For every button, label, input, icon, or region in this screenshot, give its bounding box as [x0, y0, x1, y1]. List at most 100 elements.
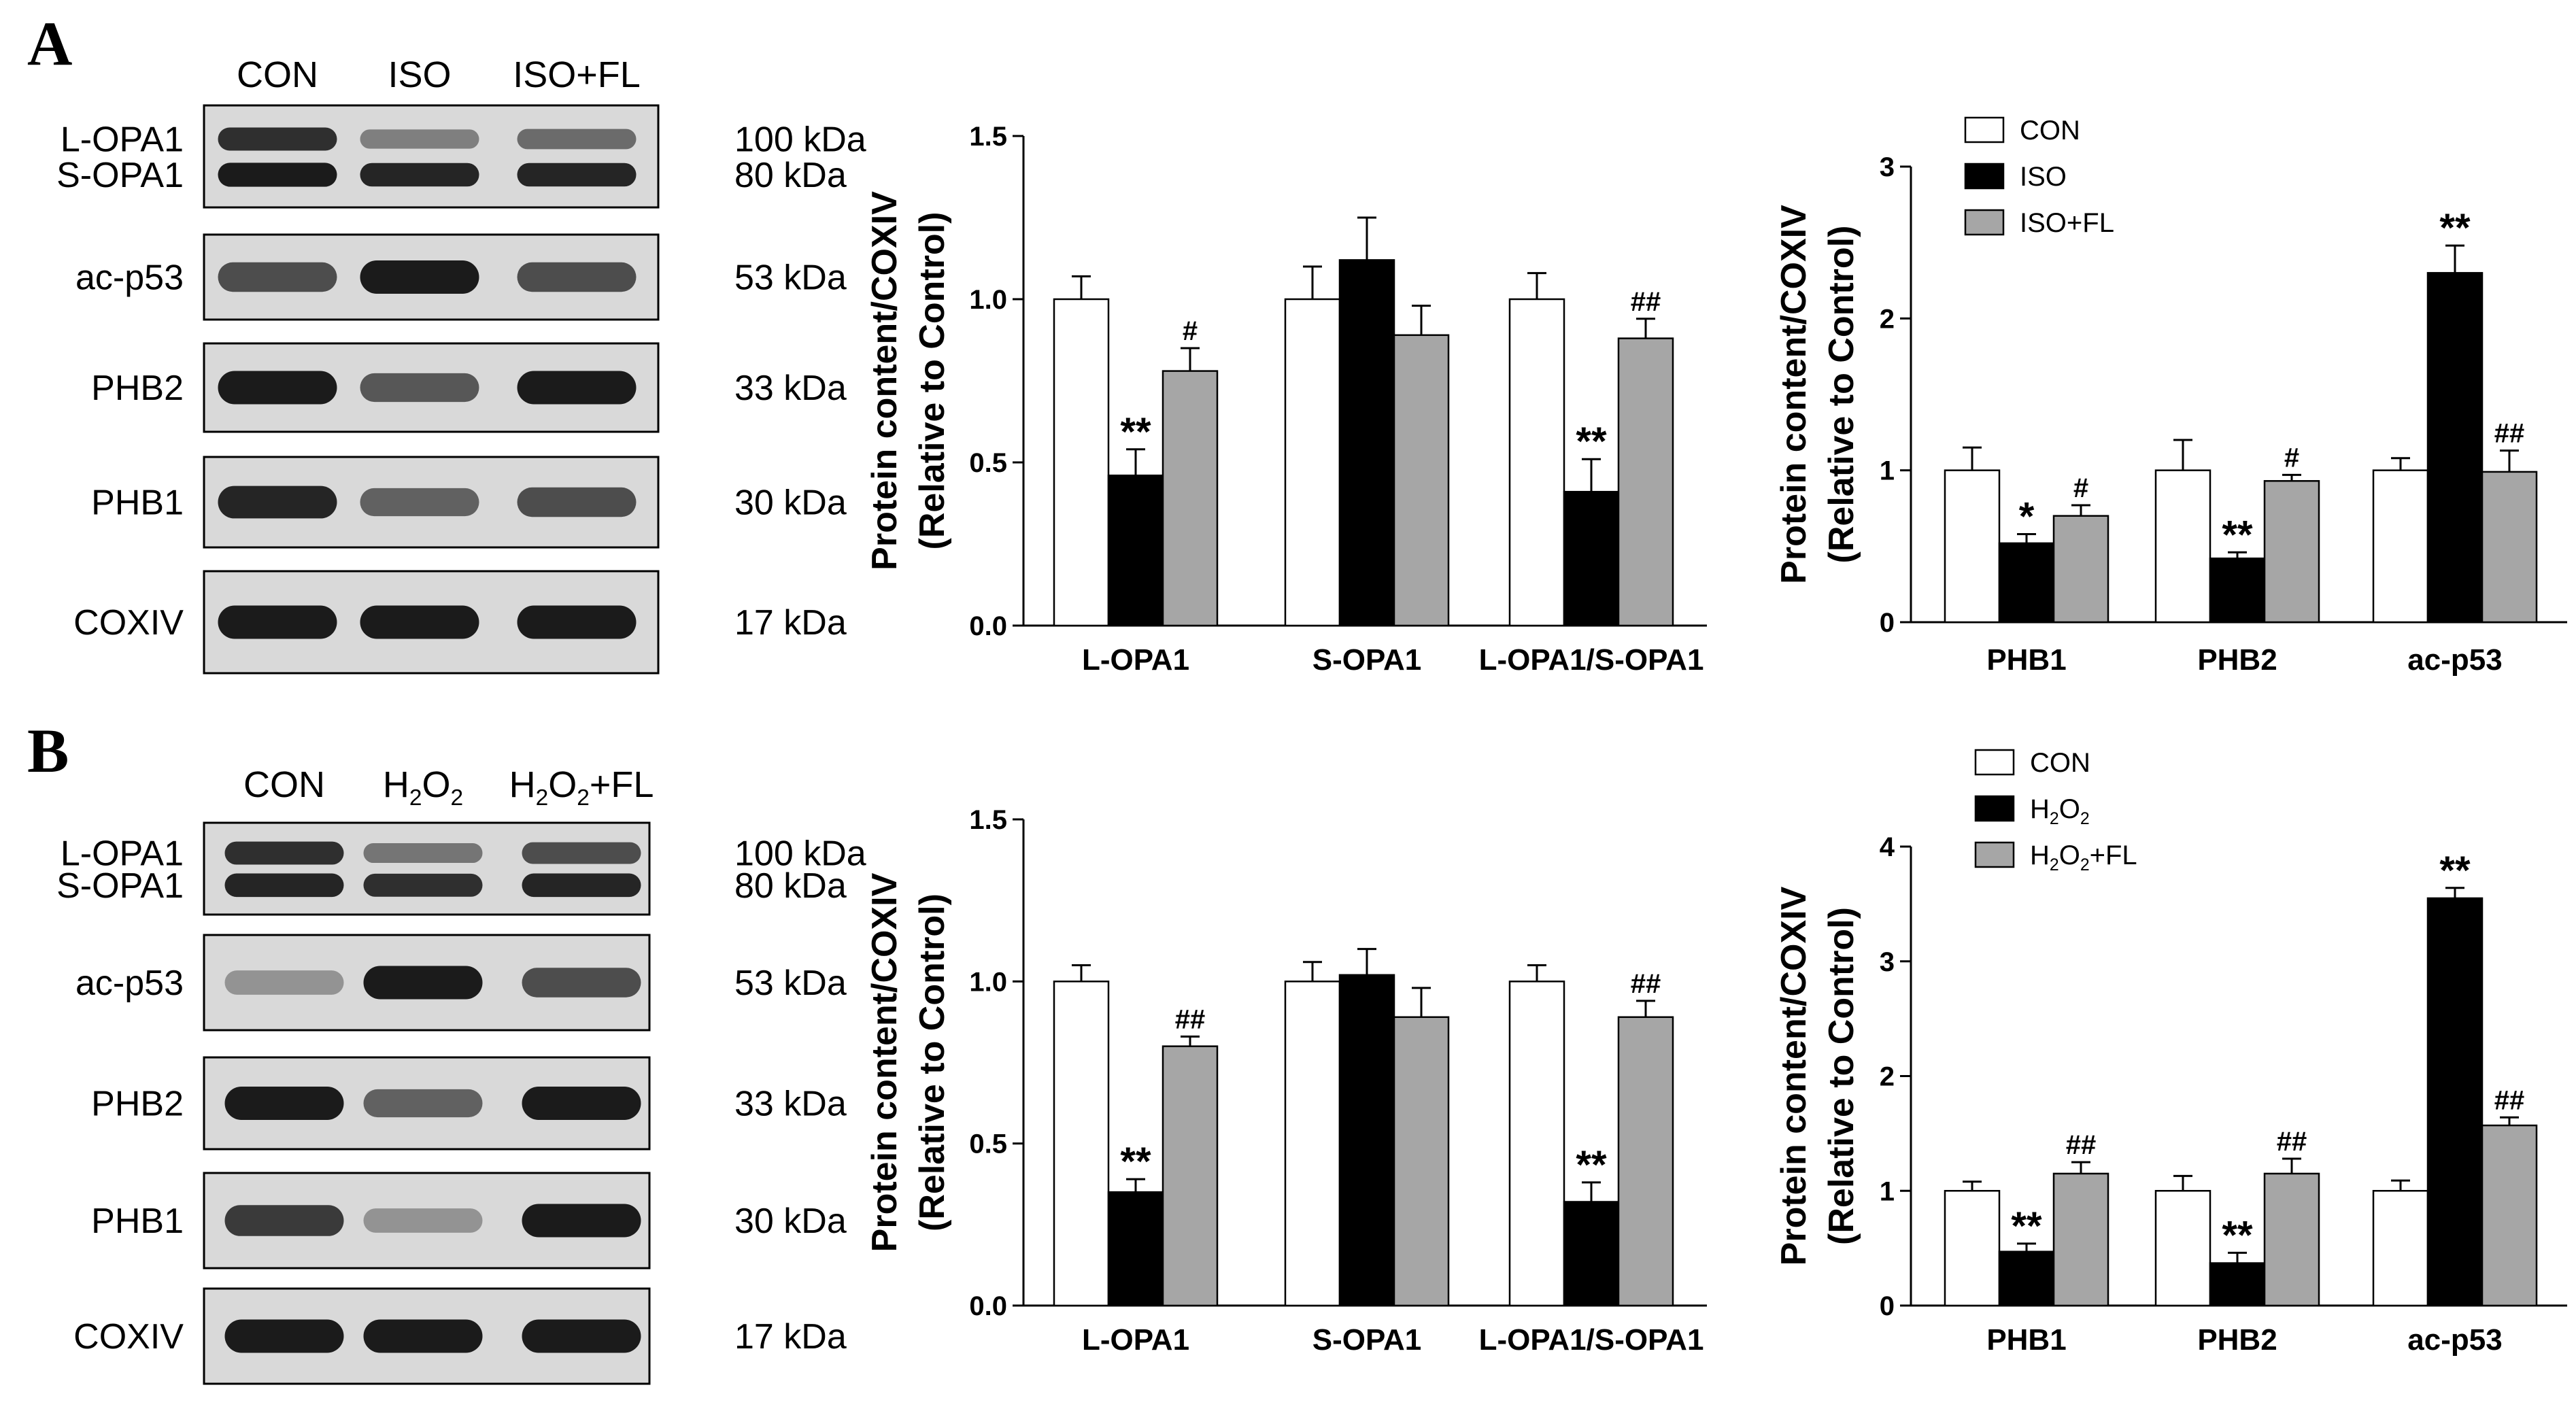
blot-band — [360, 373, 479, 403]
y-axis-label: Protein content/COXIV — [1774, 205, 1814, 584]
protein-label: COXIV — [73, 1317, 184, 1357]
category-label: ac-p53 — [2407, 1323, 2502, 1357]
bar — [2481, 471, 2538, 624]
legend-label: H2O2​ — [2030, 794, 2090, 828]
blot-band — [360, 260, 479, 294]
lane-label: H2O2​ — [383, 764, 463, 811]
blot-membrane — [203, 821, 651, 916]
y-tick-label: 0 — [1880, 608, 1895, 638]
protein-label: PHB2 — [91, 369, 184, 408]
y-tick-label: 1 — [1880, 1176, 1895, 1206]
blot-band — [218, 486, 337, 519]
blot-panel-B: B CON H2O2​ H2O2​+FL L-OPA1 100 kDa S-OPA1 80 k… — [27, 716, 866, 1385]
category-label: L-OPA1 — [1082, 1323, 1189, 1357]
bar — [2052, 515, 2109, 624]
bar — [1393, 1016, 1450, 1307]
protein-label: L-OPA1 — [61, 834, 184, 874]
blot-band — [522, 842, 641, 864]
legend-label: CON — [2020, 116, 2080, 146]
molecular-weight-label: 17 kDa — [734, 603, 847, 643]
y-tick-label: 0.5 — [969, 1129, 1007, 1159]
protein-label: COXIV — [73, 603, 184, 643]
legend-label: H2O2​+FL — [2030, 840, 2137, 874]
significance-mark: ## — [1631, 287, 1661, 317]
y-tick-label: 1 — [1880, 456, 1895, 486]
y-tick-label: 2 — [1880, 1062, 1895, 1092]
category-label: S-OPA1 — [1312, 1323, 1422, 1357]
bar — [1508, 298, 1565, 627]
blot-band — [522, 1319, 641, 1353]
lane-label: ISO+FL — [513, 54, 641, 95]
molecular-weight-label: 80 kDa — [734, 156, 847, 195]
bar — [2209, 557, 2266, 624]
blot-band — [360, 488, 479, 517]
blot-band — [360, 163, 479, 187]
blot-band — [360, 129, 479, 149]
legend-swatch — [1974, 795, 2015, 822]
category-label: L-OPA1 — [1082, 643, 1189, 677]
legend-label: CON — [2030, 748, 2090, 778]
blot-band — [517, 129, 637, 150]
blot-band — [218, 163, 337, 187]
significance-mark: ## — [2494, 419, 2525, 449]
significance-mark: * — [2019, 494, 2035, 539]
category-label: PHB1 — [1986, 1323, 2066, 1357]
protein-label: PHB2 — [91, 1085, 184, 1124]
legend-label: ISO — [2020, 162, 2067, 192]
blot-panel-A: A CON ISO ISO+FL L-OPA1 100 kDa S-OPA1 80 kDa ac… — [27, 9, 866, 675]
category-label: PHB2 — [2197, 1323, 2277, 1357]
blot-band — [363, 843, 483, 864]
blot-band — [224, 1087, 344, 1120]
blot-band — [224, 873, 344, 898]
bar — [1944, 1190, 2001, 1307]
bar — [1617, 337, 1674, 627]
significance-mark: ** — [2222, 513, 2253, 557]
y-tick-label: 3 — [1880, 152, 1895, 182]
category-label: L-OPA1/S-OPA1 — [1479, 643, 1704, 677]
y-tick-label: 1.0 — [969, 967, 1007, 997]
molecular-weight-label: 80 kDa — [734, 866, 847, 906]
blot-band — [517, 262, 637, 292]
lane-label: H2O2​+FL — [509, 764, 654, 811]
molecular-weight-label: 100 kDa — [734, 120, 866, 160]
y-tick-label: 3 — [1880, 947, 1895, 977]
legend-swatch — [1964, 116, 2005, 143]
blot-band — [517, 605, 637, 639]
bar — [1053, 298, 1110, 627]
y-axis-label: (Relative to Control) — [1822, 907, 1861, 1245]
significance-mark: # — [1183, 316, 1198, 346]
bar — [1107, 1191, 1164, 1307]
significance-mark: ## — [2277, 1127, 2307, 1157]
blot-band — [363, 1208, 483, 1233]
bar — [1053, 981, 1110, 1307]
y-axis-label: (Relative to Control) — [913, 212, 952, 550]
molecular-weight-label: 53 kDa — [734, 258, 847, 298]
y-axis-label: (Relative to Control) — [1822, 226, 1861, 564]
protein-label: ac-p53 — [75, 964, 184, 1003]
y-axis-label: Protein content/COXIV — [865, 872, 904, 1252]
y-axis-label: (Relative to Control) — [913, 893, 952, 1231]
y-tick-label: 1.5 — [969, 805, 1007, 835]
bar-chart-2: 0.0 0.5 1.0 1.5 Protein content/COXIV (Relati… — [865, 805, 1707, 1357]
molecular-weight-label: 33 kDa — [734, 1085, 847, 1124]
panel-letter: B — [27, 716, 69, 785]
category-label: PHB1 — [1986, 643, 2066, 677]
blot-band — [522, 1087, 641, 1120]
molecular-weight-label: 100 kDa — [734, 834, 866, 874]
bar — [2154, 1190, 2211, 1307]
bar — [1944, 469, 2001, 624]
legend-swatch — [1974, 841, 2015, 868]
bar — [2209, 1262, 2266, 1307]
bar — [2052, 1172, 2109, 1307]
bar — [2426, 272, 2484, 624]
category-label: S-OPA1 — [1312, 643, 1422, 677]
legend-label: ISO+FL — [2020, 208, 2114, 238]
bar — [1338, 974, 1395, 1307]
category-label: ac-p53 — [2407, 643, 2502, 677]
significance-mark: # — [2284, 443, 2299, 473]
significance-mark: ** — [1576, 1143, 1607, 1187]
bar — [2481, 1124, 2538, 1307]
bar — [2263, 480, 2320, 624]
